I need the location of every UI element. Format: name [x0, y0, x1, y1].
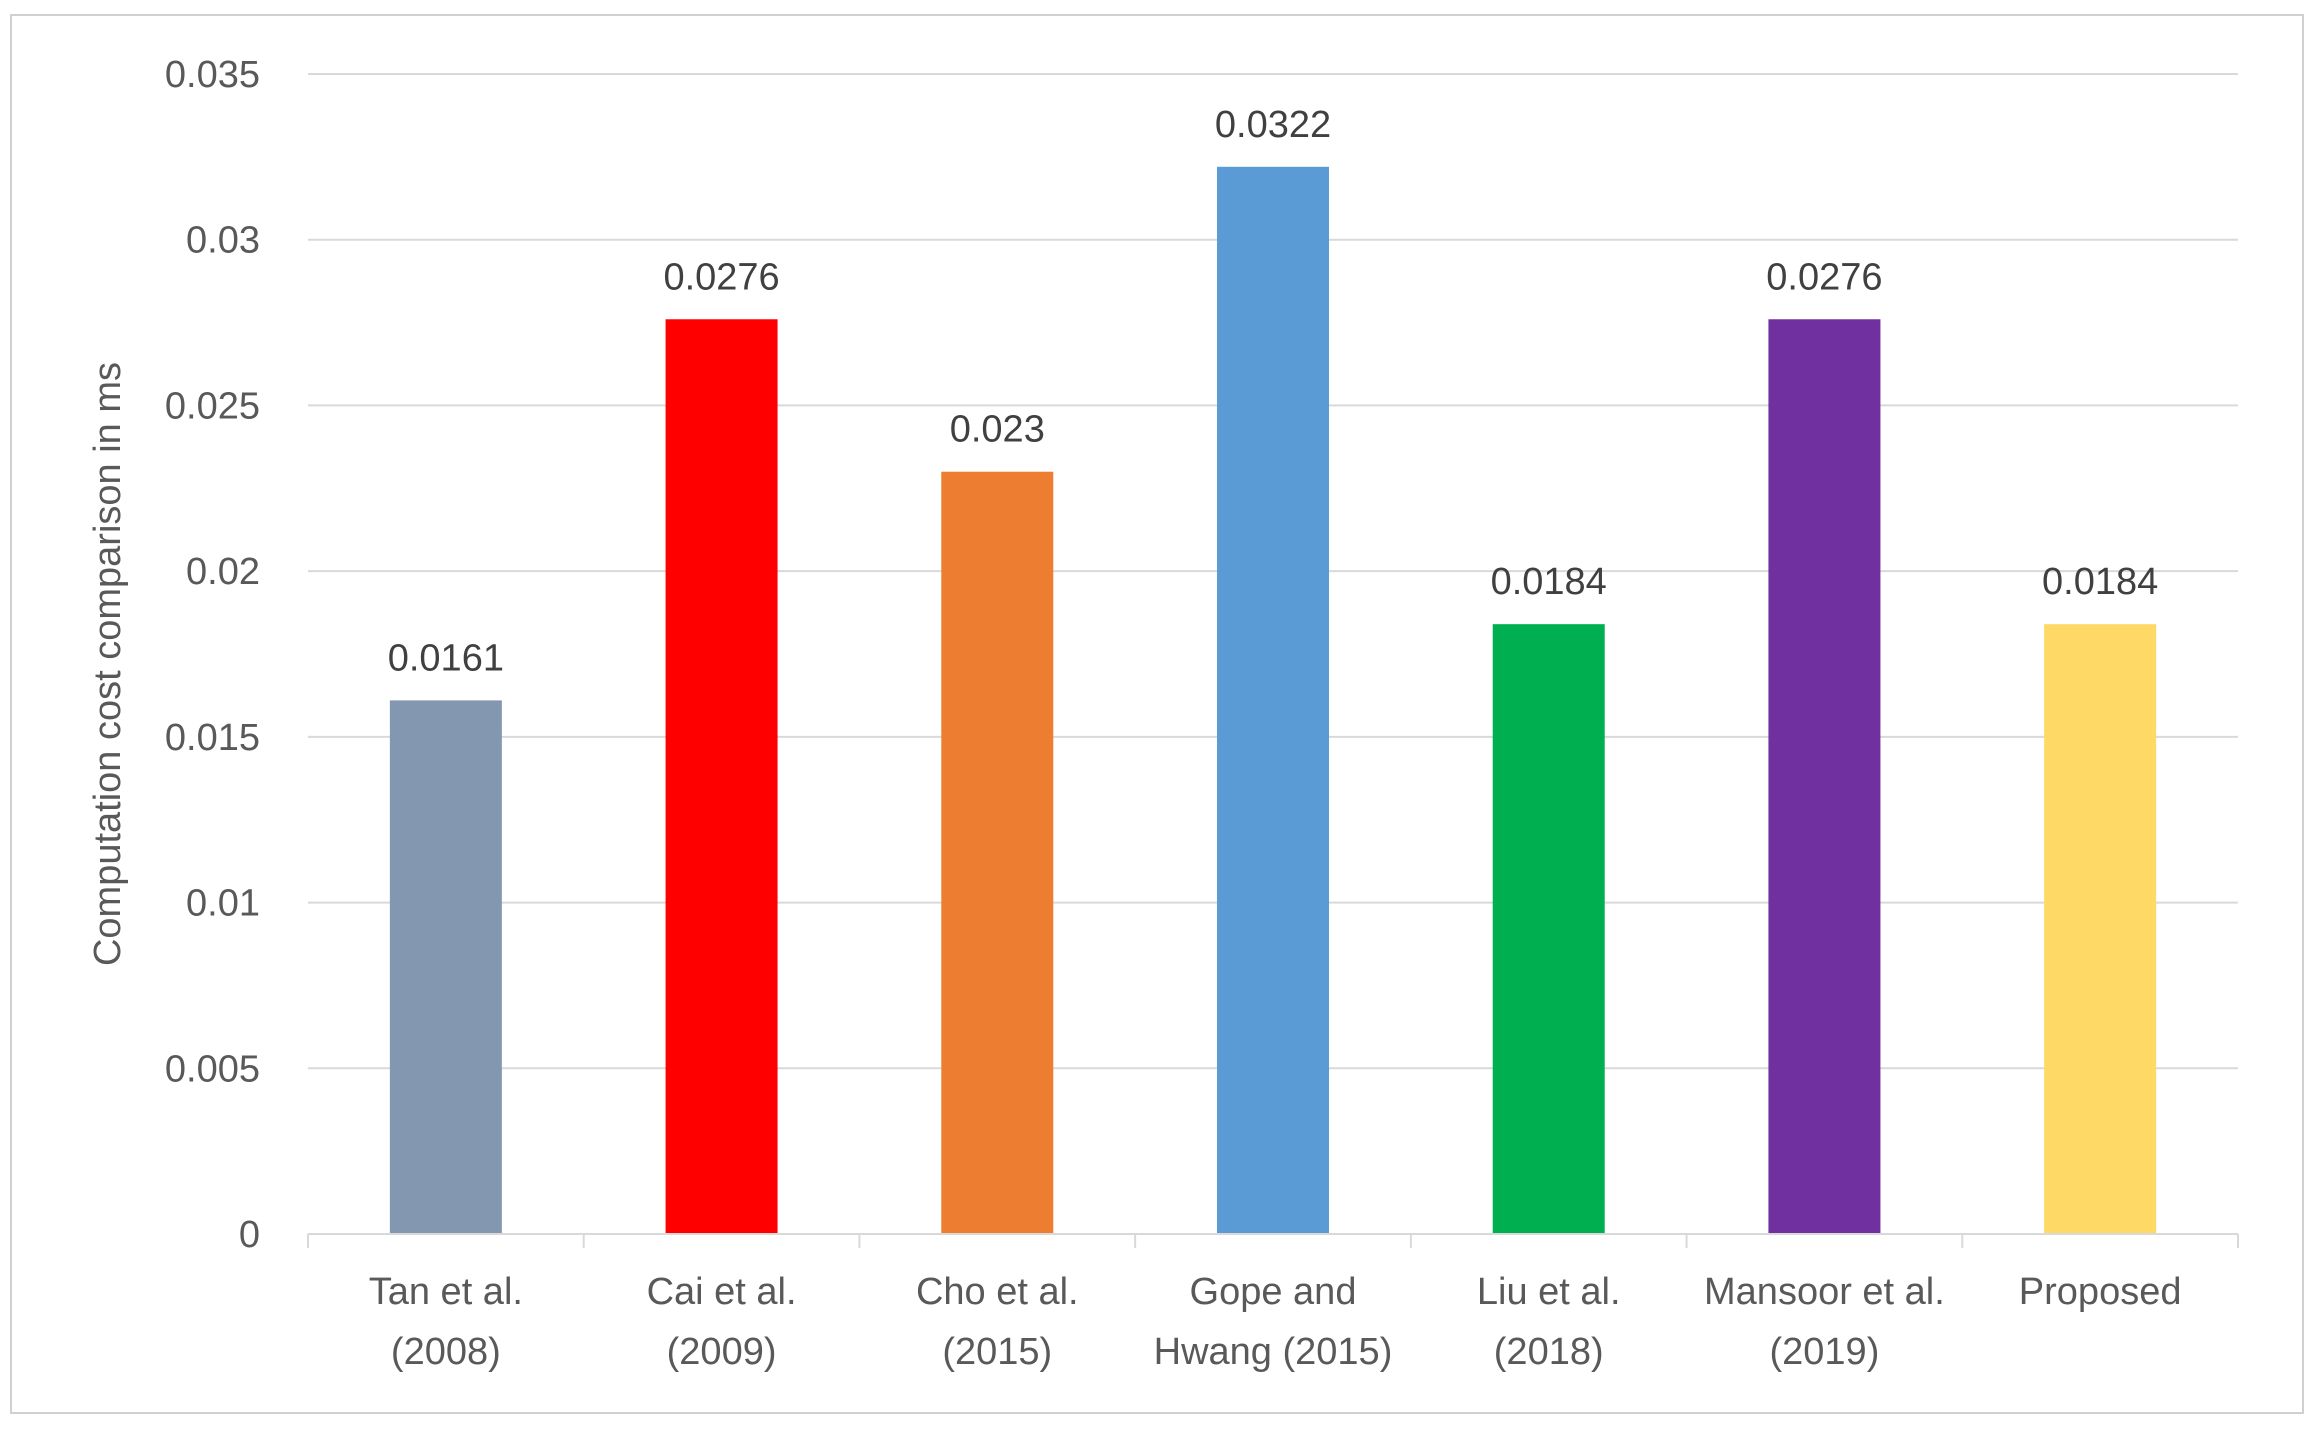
bar: [1492, 624, 1605, 1234]
x-category-label: (2008): [391, 1331, 501, 1373]
x-category-label: (2019): [1770, 1331, 1880, 1373]
y-axis-ticks: 0 0.005 0.01 0.015 0.02 0.025 0.03 0.035: [165, 54, 260, 1256]
x-category-label: Cai et al.: [647, 1271, 797, 1313]
y-tick-label: 0.02: [186, 551, 260, 593]
data-label: 0.023: [950, 409, 1045, 451]
x-category-label: Mansoor et al.: [1704, 1271, 1945, 1313]
bar-chart: 0 0.005 0.01 0.015 0.02 0.025 0.03 0.035 0.0161…: [87, 54, 2239, 1373]
bar: [941, 471, 1054, 1234]
y-tick-label: 0.035: [165, 54, 260, 96]
x-category-label: Proposed: [2019, 1271, 2182, 1313]
x-category-label: (2009): [667, 1331, 777, 1373]
bar: [665, 319, 778, 1234]
x-category-label: (2018): [1494, 1331, 1604, 1373]
data-label: 0.0276: [663, 256, 779, 298]
data-label: 0.0276: [1766, 256, 1882, 298]
x-axis-labels: Tan et al. (2008) Cai et al. (2009) Cho et a…: [369, 1271, 2182, 1373]
x-category-label: Tan et al.: [369, 1271, 523, 1313]
data-labels: 0.0161 0.0276 0.023 0.0322 0.0184 0.0276 0.018…: [388, 104, 2159, 680]
y-tick-label: 0: [239, 1214, 260, 1256]
y-tick-label: 0.005: [165, 1048, 260, 1090]
data-label: 0.0322: [1215, 104, 1331, 146]
x-category-label: Liu et al.: [1477, 1271, 1621, 1313]
y-tick-label: 0.025: [165, 385, 260, 427]
x-axis: [307, 1233, 2239, 1248]
x-category-label: Cho et al.: [916, 1271, 1079, 1313]
y-tick-label: 0.01: [186, 883, 260, 925]
y-tick-label: 0.03: [186, 220, 260, 262]
y-tick-label: 0.015: [165, 717, 260, 759]
bar: [1768, 319, 1881, 1234]
x-category-label: Gope and: [1190, 1271, 1357, 1313]
data-label: 0.0184: [2042, 561, 2158, 603]
bar: [2044, 624, 2157, 1234]
data-label: 0.0161: [388, 637, 504, 679]
data-label: 0.0184: [1491, 561, 1607, 603]
x-category-label: (2015): [942, 1331, 1052, 1373]
bar: [1217, 166, 1329, 1234]
bars: [389, 166, 2157, 1234]
chart-frame: 0 0.005 0.01 0.015 0.02 0.025 0.03 0.035 0.0161…: [10, 14, 2304, 1414]
y-axis-title: Computation cost comparison in ms: [87, 362, 129, 966]
bar: [389, 700, 502, 1234]
x-category-label: Hwang (2015): [1154, 1331, 1393, 1373]
